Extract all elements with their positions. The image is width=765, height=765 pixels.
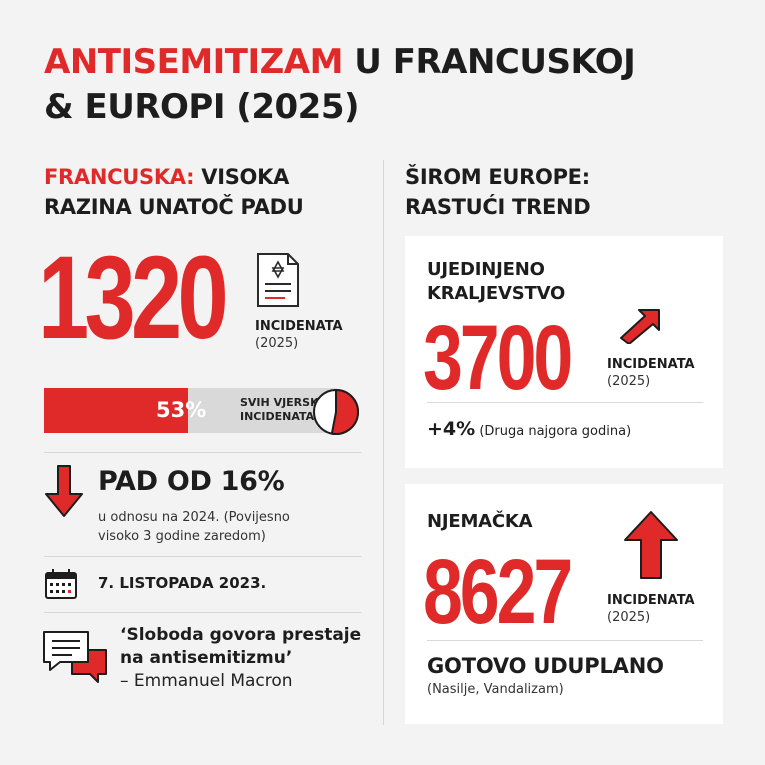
pie-icon xyxy=(313,388,360,435)
europe-heading-line1: ŠIROM EUROPE: xyxy=(405,165,590,189)
germany-country: NJEMAČKA xyxy=(427,511,533,532)
arrow-up-right-icon xyxy=(620,309,660,344)
uk-country: UJEDINJENO KRALJEVSTVO xyxy=(427,258,565,306)
france-heading-line2: RAZINA UNATOČ PADU xyxy=(44,195,304,219)
france-heading: FRANCUSKA: VISOKA RAZINA UNATOČ PADU xyxy=(44,162,374,222)
decline-sub-line2: visoko 3 godine zaredom) xyxy=(98,529,266,544)
document-star-icon xyxy=(257,253,299,307)
france-heading-rest: VISOKA xyxy=(194,165,290,189)
france-incidents-label: INCIDENATA xyxy=(255,319,343,334)
title-line2: & EUROPI (2025) xyxy=(44,87,360,127)
arrow-down-icon xyxy=(45,465,83,517)
france-heading-highlight: FRANCUSKA: xyxy=(44,165,195,189)
share-bar-fill xyxy=(44,388,188,433)
uk-change-note: (Druga najgora godina) xyxy=(475,424,632,439)
page-title: ANTISEMITIZAM U FRANCUSKOJ & EUROPI (202… xyxy=(44,40,734,130)
uk-card: UJEDINJENO KRALJEVSTVO 3700 INCIDENATA (… xyxy=(405,236,723,468)
uk-change-value: +4% xyxy=(427,418,476,440)
decline-sub-line1: u odnosu na 2024. (Povijesno xyxy=(98,510,290,525)
decline-subtitle: u odnosu na 2024. (Povijesno visoko 3 go… xyxy=(98,508,368,546)
quote-author: – Emmanuel Macron xyxy=(120,671,293,691)
divider xyxy=(44,452,362,453)
card-divider xyxy=(427,402,703,403)
germany-card: NJEMAČKA 8627 INCIDENATA (2025) GOTOVO U… xyxy=(405,484,723,724)
title-highlight: ANTISEMITIZAM xyxy=(44,42,343,82)
calendar-icon xyxy=(45,569,77,599)
europe-heading-line2: RASTUĆI TREND xyxy=(405,195,591,219)
share-label: SVIH VJERSKIH INCIDENATA xyxy=(240,396,352,424)
arrow-up-icon xyxy=(624,511,678,579)
card-divider xyxy=(427,640,703,641)
quote-line1: ‘Sloboda govora prestaje xyxy=(120,625,362,645)
germany-change-note: (Nasilje, Vandalizam) xyxy=(427,682,564,697)
germany-change: GOTOVO UDUPLANO xyxy=(427,654,664,678)
date-text: 7. LISTOPADA 2023. xyxy=(98,574,267,592)
uk-incidents-year: (2025) xyxy=(607,374,651,389)
france-incidents-number: 1320 xyxy=(38,232,229,364)
uk-change: +4% (Druga najgora godina) xyxy=(427,418,631,440)
germany-incidents-year: (2025) xyxy=(607,610,651,625)
divider xyxy=(44,612,362,613)
europe-heading: ŠIROM EUROPE: RASTUĆI TREND xyxy=(405,162,735,222)
chat-bubbles-icon xyxy=(43,631,107,683)
germany-incidents-label: INCIDENATA xyxy=(607,593,695,608)
france-incidents-year: (2025) xyxy=(255,336,299,351)
share-label-line2: INCIDENATA xyxy=(240,410,315,423)
uk-country-line2: KRALJEVSTVO xyxy=(427,283,566,304)
share-bar: 53% SVIH VJERSKIH INCIDENATA xyxy=(44,388,337,433)
decline-title: PAD OD 16% xyxy=(98,466,285,497)
uk-incidents-label: INCIDENATA xyxy=(607,357,695,372)
quote-text: ‘Sloboda govora prestaje na antisemitizm… xyxy=(120,624,380,670)
share-label-line1: SVIH VJERSKIH xyxy=(240,396,332,409)
germany-incidents-number: 8627 xyxy=(423,541,573,643)
quote-line2: na antisemitizmu’ xyxy=(120,648,293,668)
title-rest: U FRANCUSKOJ xyxy=(342,42,636,82)
divider xyxy=(44,556,362,557)
uk-country-line1: UJEDINJENO xyxy=(427,259,545,280)
share-percent: 53% xyxy=(156,398,207,422)
column-divider xyxy=(383,160,384,725)
uk-incidents-number: 3700 xyxy=(423,307,573,409)
